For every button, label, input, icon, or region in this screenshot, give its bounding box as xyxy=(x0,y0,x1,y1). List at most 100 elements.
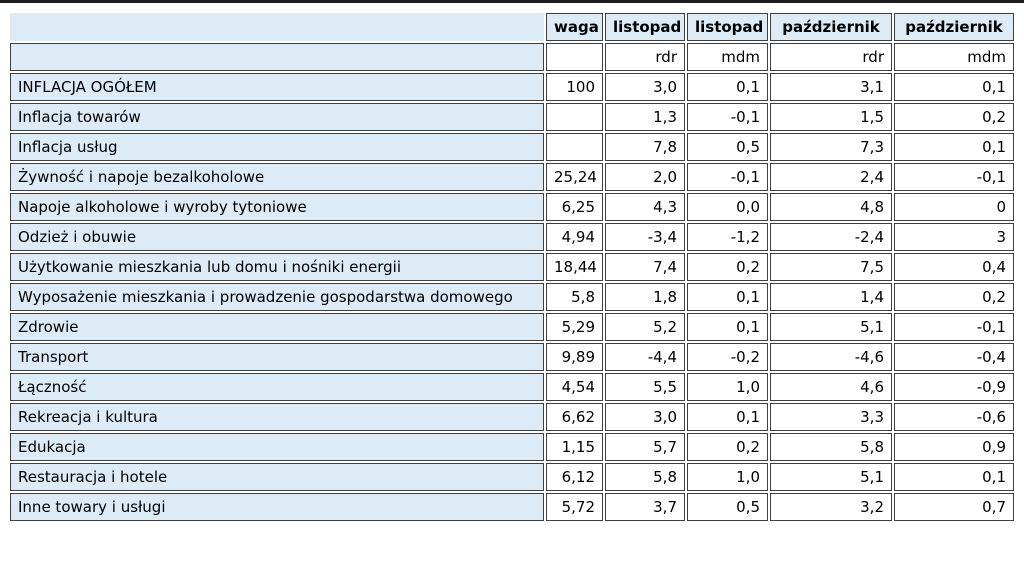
cell-listopad-rdr: 1,3 xyxy=(605,103,685,131)
cell-pazdziernik-rdr: 3,1 xyxy=(770,73,892,101)
cell-pazdziernik-rdr: -4,6 xyxy=(770,343,892,371)
cell-listopad-mdm: 0,5 xyxy=(687,493,768,521)
cell-listopad-mdm: -0,2 xyxy=(687,343,768,371)
table-row: Użytkowanie mieszkania lub domu i nośnik… xyxy=(10,253,1014,281)
cell-listopad-mdm: 1,0 xyxy=(687,373,768,401)
cell-listopad-mdm: -1,2 xyxy=(687,223,768,251)
cell-pazdziernik-mdm: 0 xyxy=(894,193,1014,221)
table-row: Inne towary i usługi 5,72 3,7 0,5 3,2 0,… xyxy=(10,493,1014,521)
cell-pazdziernik-mdm: 0,9 xyxy=(894,433,1014,461)
table-row: Transport 9,89 -4,4 -0,2 -4,6 -0,4 xyxy=(10,343,1014,371)
cell-waga: 6,62 xyxy=(546,403,603,431)
cell-listopad-mdm: -0,1 xyxy=(687,103,768,131)
cell-listopad-mdm: 0,1 xyxy=(687,73,768,101)
cell-pazdziernik-rdr: 1,5 xyxy=(770,103,892,131)
table-row: Napoje alkoholowe i wyroby tytoniowe 6,2… xyxy=(10,193,1014,221)
table-row: Edukacja 1,15 5,7 0,2 5,8 0,9 xyxy=(10,433,1014,461)
cell-pazdziernik-rdr: 1,4 xyxy=(770,283,892,311)
cell-listopad-mdm: 1,0 xyxy=(687,463,768,491)
table-row: Rekreacja i kultura 6,62 3,0 0,1 3,3 -0,… xyxy=(10,403,1014,431)
cell-pazdziernik-rdr: 5,1 xyxy=(770,463,892,491)
table-row: Łączność 4,54 5,5 1,0 4,6 -0,9 xyxy=(10,373,1014,401)
inflation-table: waga listopad listopad październik paźdz… xyxy=(8,11,1016,523)
cell-listopad-mdm: 0,1 xyxy=(687,403,768,431)
cell-listopad-mdm: 0,0 xyxy=(687,193,768,221)
cell-pazdziernik-rdr: 3,2 xyxy=(770,493,892,521)
cell-listopad-rdr: 3,0 xyxy=(605,403,685,431)
table-row: Zdrowie 5,29 5,2 0,1 5,1 -0,1 xyxy=(10,313,1014,341)
cell-waga: 1,15 xyxy=(546,433,603,461)
cell-pazdziernik-mdm: -0,1 xyxy=(894,163,1014,191)
cell-pazdziernik-rdr: 5,8 xyxy=(770,433,892,461)
cell-waga: 5,8 xyxy=(546,283,603,311)
cell-pazdziernik-mdm: 3 xyxy=(894,223,1014,251)
cell-listopad-rdr: 5,5 xyxy=(605,373,685,401)
cell-waga: 100 xyxy=(546,73,603,101)
col-header-waga: waga xyxy=(546,13,603,41)
table-row: INFLACJA OGÓŁEM 100 3,0 0,1 3,1 0,1 xyxy=(10,73,1014,101)
cell-listopad-mdm: 0,2 xyxy=(687,433,768,461)
cell-waga: 6,25 xyxy=(546,193,603,221)
cell-waga: 5,72 xyxy=(546,493,603,521)
row-label: Zdrowie xyxy=(10,313,544,341)
row-label: Inflacja towarów xyxy=(10,103,544,131)
row-label: Łączność xyxy=(10,373,544,401)
cell-pazdziernik-rdr: 5,1 xyxy=(770,313,892,341)
cell-waga: 4,54 xyxy=(546,373,603,401)
row-label: Wyposażenie mieszkania i prowadzenie gos… xyxy=(10,283,544,311)
table-row: Odzież i obuwie 4,94 -3,4 -1,2 -2,4 3 xyxy=(10,223,1014,251)
row-label: Odzież i obuwie xyxy=(10,223,544,251)
col-header-listopad-rdr: listopad xyxy=(605,13,685,41)
subheader-pazdziernik-rdr: rdr xyxy=(770,43,892,71)
cell-pazdziernik-mdm: -0,6 xyxy=(894,403,1014,431)
cell-listopad-rdr: 5,7 xyxy=(605,433,685,461)
subheader-listopad-rdr: rdr xyxy=(605,43,685,71)
header-row-months: waga listopad listopad październik paźdz… xyxy=(10,13,1014,41)
cell-pazdziernik-rdr: -2,4 xyxy=(770,223,892,251)
cell-pazdziernik-rdr: 4,6 xyxy=(770,373,892,401)
cell-listopad-rdr: 7,4 xyxy=(605,253,685,281)
table-row: Inflacja usług 7,8 0,5 7,3 0,1 xyxy=(10,133,1014,161)
cell-listopad-rdr: 5,2 xyxy=(605,313,685,341)
subheader-listopad-mdm: mdm xyxy=(687,43,768,71)
cell-pazdziernik-mdm: -0,1 xyxy=(894,313,1014,341)
cell-pazdziernik-mdm: 0,2 xyxy=(894,103,1014,131)
row-label: INFLACJA OGÓŁEM xyxy=(10,73,544,101)
header-row-measures: rdr mdm rdr mdm xyxy=(10,43,1014,71)
cell-pazdziernik-mdm: 0,2 xyxy=(894,283,1014,311)
subheader-waga xyxy=(546,43,603,71)
row-label: Inflacja usług xyxy=(10,133,544,161)
row-label: Restauracja i hotele xyxy=(10,463,544,491)
header-corner-cell xyxy=(10,13,544,41)
cell-pazdziernik-mdm: -0,9 xyxy=(894,373,1014,401)
cell-pazdziernik-rdr: 4,8 xyxy=(770,193,892,221)
subheader-label-cell xyxy=(10,43,544,71)
row-label: Edukacja xyxy=(10,433,544,461)
cell-listopad-rdr: 5,8 xyxy=(605,463,685,491)
cell-pazdziernik-rdr: 7,5 xyxy=(770,253,892,281)
table-row: Inflacja towarów 1,3 -0,1 1,5 0,2 xyxy=(10,103,1014,131)
col-header-pazdziernik-rdr: październik xyxy=(770,13,892,41)
col-header-listopad-mdm: listopad xyxy=(687,13,768,41)
cell-pazdziernik-rdr: 3,3 xyxy=(770,403,892,431)
cell-listopad-mdm: 0,1 xyxy=(687,283,768,311)
subheader-pazdziernik-mdm: mdm xyxy=(894,43,1014,71)
cell-listopad-rdr: 3,0 xyxy=(605,73,685,101)
col-header-pazdziernik-mdm: październik xyxy=(894,13,1014,41)
row-label: Żywność i napoje bezalkoholowe xyxy=(10,163,544,191)
cell-pazdziernik-mdm: 0,1 xyxy=(894,463,1014,491)
cell-waga xyxy=(546,103,603,131)
table-row: Wyposażenie mieszkania i prowadzenie gos… xyxy=(10,283,1014,311)
cell-listopad-rdr: 3,7 xyxy=(605,493,685,521)
cell-pazdziernik-mdm: 0,4 xyxy=(894,253,1014,281)
cell-listopad-rdr: 4,3 xyxy=(605,193,685,221)
cell-pazdziernik-rdr: 2,4 xyxy=(770,163,892,191)
cell-listopad-mdm: 0,5 xyxy=(687,133,768,161)
cell-pazdziernik-mdm: 0,1 xyxy=(894,133,1014,161)
cell-listopad-rdr: -3,4 xyxy=(605,223,685,251)
row-label: Użytkowanie mieszkania lub domu i nośnik… xyxy=(10,253,544,281)
cell-listopad-mdm: 0,1 xyxy=(687,313,768,341)
cell-waga: 9,89 xyxy=(546,343,603,371)
cell-waga: 5,29 xyxy=(546,313,603,341)
